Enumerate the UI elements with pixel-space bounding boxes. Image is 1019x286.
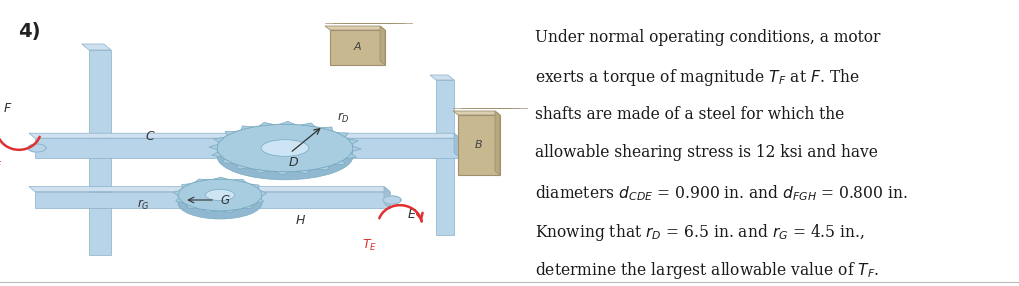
Text: $T_E$: $T_E$ bbox=[363, 237, 378, 253]
Polygon shape bbox=[330, 30, 385, 65]
Polygon shape bbox=[325, 26, 385, 30]
Polygon shape bbox=[225, 131, 236, 136]
Polygon shape bbox=[173, 190, 180, 196]
Polygon shape bbox=[453, 111, 500, 115]
Polygon shape bbox=[275, 172, 290, 175]
Ellipse shape bbox=[178, 187, 262, 219]
Text: H: H bbox=[296, 214, 305, 227]
Polygon shape bbox=[302, 123, 315, 127]
Polygon shape bbox=[233, 179, 246, 182]
Polygon shape bbox=[237, 165, 250, 169]
Polygon shape bbox=[89, 50, 111, 255]
Polygon shape bbox=[353, 146, 361, 152]
Polygon shape bbox=[29, 133, 460, 138]
Polygon shape bbox=[222, 210, 236, 212]
Polygon shape bbox=[82, 44, 111, 50]
Text: Knowing that $r_D$ = 6.5 in. and $r_G$ = 4.5 in.,: Knowing that $r_D$ = 6.5 in. and $r_G$ =… bbox=[535, 222, 865, 243]
Text: 4): 4) bbox=[18, 22, 41, 41]
Text: E: E bbox=[408, 208, 416, 221]
Polygon shape bbox=[384, 186, 390, 208]
Polygon shape bbox=[203, 210, 216, 212]
Polygon shape bbox=[212, 152, 222, 157]
Polygon shape bbox=[321, 127, 332, 131]
Polygon shape bbox=[35, 192, 390, 208]
Polygon shape bbox=[458, 115, 500, 175]
Text: C: C bbox=[146, 130, 154, 142]
Ellipse shape bbox=[217, 132, 353, 180]
Polygon shape bbox=[430, 75, 454, 80]
Text: G: G bbox=[220, 194, 229, 206]
Text: diameters $d_{CDE}$ = 0.900 in. and $d_{FGH}$ = 0.800 in.: diameters $d_{CDE}$ = 0.900 in. and $d_{… bbox=[535, 183, 908, 203]
Text: Under normal operating conditions, a motor: Under normal operating conditions, a mot… bbox=[535, 29, 880, 45]
Polygon shape bbox=[213, 138, 224, 142]
Polygon shape bbox=[251, 184, 259, 188]
Polygon shape bbox=[222, 159, 233, 163]
Text: $T_F$: $T_F$ bbox=[0, 156, 2, 170]
Polygon shape bbox=[255, 169, 269, 173]
Polygon shape bbox=[209, 144, 218, 150]
Polygon shape bbox=[317, 166, 329, 170]
Polygon shape bbox=[297, 170, 311, 174]
Polygon shape bbox=[28, 144, 46, 152]
Text: F: F bbox=[3, 102, 10, 114]
Polygon shape bbox=[175, 198, 183, 203]
Polygon shape bbox=[436, 80, 454, 235]
Polygon shape bbox=[242, 205, 253, 209]
Text: exerts a torque of magnitude $T_F$ at $F$. The: exerts a torque of magnitude $T_F$ at $F… bbox=[535, 67, 859, 88]
Polygon shape bbox=[347, 139, 359, 144]
Polygon shape bbox=[261, 191, 267, 196]
Polygon shape bbox=[380, 26, 385, 65]
Polygon shape bbox=[495, 111, 500, 175]
Text: A: A bbox=[354, 43, 362, 53]
Text: $r_D$: $r_D$ bbox=[337, 111, 350, 125]
Text: shafts are made of a steel for which the: shafts are made of a steel for which the bbox=[535, 106, 844, 123]
Polygon shape bbox=[454, 133, 460, 158]
Text: $r_G$: $r_G$ bbox=[138, 198, 150, 212]
Polygon shape bbox=[337, 133, 348, 137]
Polygon shape bbox=[345, 154, 357, 158]
Polygon shape bbox=[195, 179, 208, 182]
Text: D: D bbox=[288, 156, 298, 170]
Polygon shape bbox=[242, 126, 254, 130]
Polygon shape bbox=[35, 138, 460, 158]
Ellipse shape bbox=[205, 189, 234, 200]
Polygon shape bbox=[383, 196, 401, 204]
Ellipse shape bbox=[178, 179, 262, 211]
Polygon shape bbox=[259, 122, 274, 126]
Polygon shape bbox=[181, 184, 191, 188]
Polygon shape bbox=[214, 177, 228, 179]
Polygon shape bbox=[186, 205, 198, 208]
Ellipse shape bbox=[217, 124, 353, 172]
Polygon shape bbox=[29, 186, 390, 192]
Text: allowable shearing stress is 12 ksi and have: allowable shearing stress is 12 ksi and … bbox=[535, 144, 877, 161]
Polygon shape bbox=[333, 160, 345, 165]
Polygon shape bbox=[256, 198, 264, 203]
Text: determine the largest allowable value of $T_F$.: determine the largest allowable value of… bbox=[535, 260, 879, 281]
Polygon shape bbox=[280, 121, 294, 124]
Ellipse shape bbox=[261, 140, 309, 156]
Text: B: B bbox=[475, 140, 483, 150]
